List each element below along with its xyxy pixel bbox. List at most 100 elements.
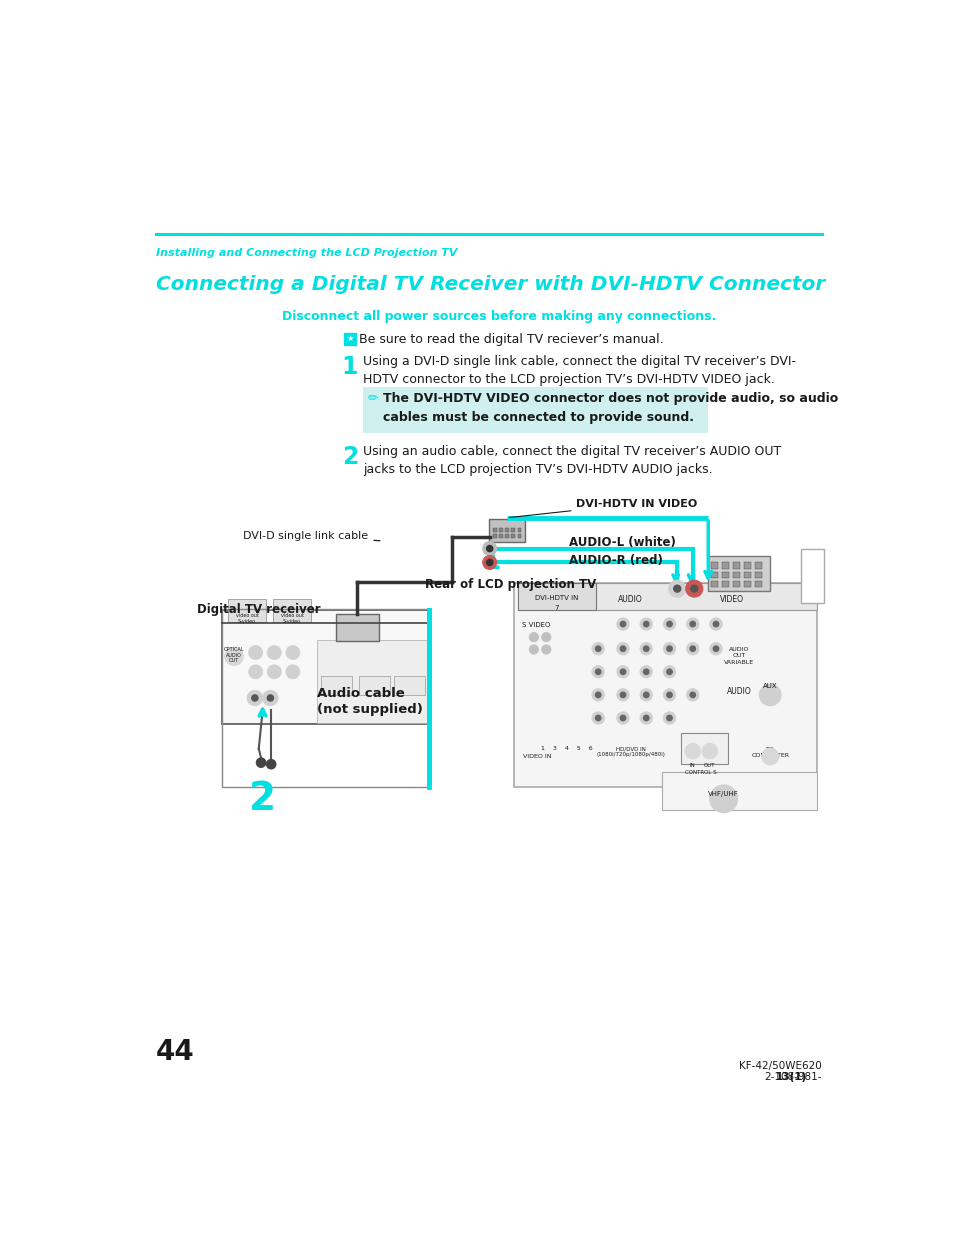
Circle shape [266,760,275,769]
Circle shape [662,642,675,655]
Circle shape [662,689,675,701]
Text: 1    3    4    5    6: 1 3 4 5 6 [540,746,593,751]
Bar [493,534,497,537]
Circle shape [486,546,493,552]
Circle shape [482,542,497,556]
Circle shape [639,642,652,655]
Bar [498,527,502,531]
Circle shape [713,646,718,651]
Circle shape [643,692,648,698]
Circle shape [673,585,680,592]
Circle shape [690,585,697,592]
Circle shape [639,618,652,630]
Text: VHF/UHF: VHF/UHF [708,792,739,797]
Bar [222,610,430,724]
Text: 2-108-981-: 2-108-981- [764,1072,821,1082]
Circle shape [592,689,604,701]
Text: Installing and Connecting the LCD Projection TV: Installing and Connecting the LCD Projec… [155,248,456,258]
Circle shape [619,646,625,651]
Circle shape [643,715,648,721]
Circle shape [619,669,625,674]
Circle shape [595,646,600,651]
Text: The DVI-HDTV VIDEO connector does not provide audio, so audio
cables must be con: The DVI-HDTV VIDEO connector does not pr… [382,393,837,425]
Circle shape [639,666,652,678]
Circle shape [666,621,672,626]
Text: AUX: AUX [762,683,777,689]
Circle shape [666,646,672,651]
Circle shape [686,689,699,701]
Circle shape [592,711,604,724]
Bar [721,562,728,568]
Text: HD/DVD IN
(1080i/720p/1080p/480i): HD/DVD IN (1080i/720p/1080p/480i) [596,746,664,757]
Bar [721,580,728,587]
Circle shape [666,692,672,698]
Circle shape [592,666,604,678]
Circle shape [541,632,550,642]
Text: VIDEO: VIDEO [719,595,742,604]
Bar [711,572,718,578]
Circle shape [686,642,699,655]
FancyBboxPatch shape [344,333,356,345]
Text: Using an audio cable, connect the digital TV receiver’s AUDIO OUT
jacks to the L: Using an audio cable, connect the digita… [363,445,781,475]
Text: 1: 1 [481,547,500,576]
Bar [514,583,816,787]
Text: video out
S-video: video out S-video [235,614,258,624]
Text: AUDIO
OUT
VARIABLE: AUDIO OUT VARIABLE [723,647,754,664]
Text: video out
S-video: video out S-video [280,614,303,624]
Bar [505,527,509,531]
Circle shape [643,646,648,651]
Circle shape [689,646,695,651]
Circle shape [267,646,281,659]
Circle shape [662,618,675,630]
Bar [316,640,427,724]
Circle shape [686,618,699,630]
Bar [359,676,390,695]
Circle shape [713,621,718,626]
Text: ★: ★ [346,333,354,343]
Bar [661,772,816,810]
Bar [801,548,823,603]
Circle shape [529,645,537,655]
Circle shape [666,669,672,674]
Circle shape [643,669,648,674]
Text: Digital TV receiver: Digital TV receiver [196,603,320,615]
Circle shape [529,632,537,642]
Text: 13(1): 13(1) [775,1072,806,1082]
Circle shape [619,692,625,698]
Circle shape [689,621,695,626]
Bar [743,562,750,568]
Circle shape [709,785,737,813]
Circle shape [689,692,695,698]
Circle shape [595,715,600,721]
Circle shape [684,743,700,758]
Circle shape [639,689,652,701]
Bar [754,562,760,568]
Circle shape [267,695,274,701]
Circle shape [486,559,493,566]
Text: IN: IN [689,763,695,768]
Bar [228,599,266,621]
Text: OPTICAL
AUDIO
OUT: OPTICAL AUDIO OUT [223,647,244,663]
Circle shape [617,618,629,630]
Text: ✏: ✏ [367,393,377,405]
Bar [511,534,515,537]
Text: KF-42/50WE620: KF-42/50WE620 [739,1061,821,1071]
Circle shape [482,556,497,569]
Circle shape [760,748,778,764]
Circle shape [595,692,600,698]
Circle shape [252,695,257,701]
Circle shape [685,580,702,597]
Circle shape [662,711,675,724]
Text: DVI-HDTV IN: DVI-HDTV IN [535,595,578,600]
Circle shape [643,621,648,626]
Text: 1: 1 [341,354,357,379]
Circle shape [709,618,721,630]
Text: AUDIO-R (red): AUDIO-R (red) [568,555,662,567]
Bar [394,676,425,695]
Text: DVI-HDTV IN VIDEO: DVI-HDTV IN VIDEO [509,499,697,517]
Circle shape [668,580,685,597]
Bar [505,534,509,537]
Bar [711,580,718,587]
Circle shape [709,642,721,655]
Text: Using a DVI-D single link cable, connect the digital TV receiver’s DVI-
HDTV con: Using a DVI-D single link cable, connect… [363,354,796,385]
